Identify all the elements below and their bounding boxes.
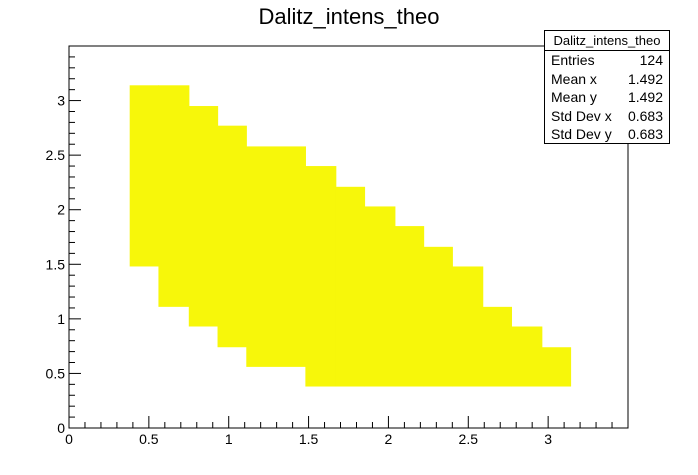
histogram-bin (129, 85, 160, 267)
x-tick-label: 2 (385, 431, 393, 447)
plot-frame (68, 45, 629, 429)
histogram-bin (511, 326, 543, 387)
stats-row-mean-y: Mean y 1.492 (545, 88, 669, 107)
y-tick-label: 1.5 (46, 256, 66, 272)
stats-row-mean-x: Mean x 1.492 (545, 70, 669, 89)
stats-value: 124 (639, 52, 663, 68)
y-tick-label: 3 (57, 93, 65, 109)
stats-value: 1.492 (627, 70, 663, 87)
histogram-bin (482, 306, 513, 387)
y-tick-label: 2.5 (46, 147, 66, 163)
x-axis: 0 0.5 1 1.5 2 2.5 3 (65, 416, 613, 447)
plot-border (68, 45, 629, 429)
stats-row-stddev-x: Std Dev x 0.683 (545, 107, 669, 126)
stats-value: 0.683 (627, 126, 663, 143)
y-tick-label: 1 (57, 311, 65, 327)
stats-value: 0.683 (627, 107, 663, 124)
stats-row-entries: Entries 124 (545, 51, 669, 70)
stats-row-stddev-y: Std Dev y 0.683 (545, 125, 669, 144)
chart-title: Dalitz_intens_theo (258, 4, 440, 29)
stats-label: Mean y (551, 89, 597, 106)
stats-title: Dalitz_intens_theo (545, 31, 669, 51)
y-tick-label: 2 (57, 202, 65, 218)
histogram-bin (364, 206, 396, 387)
histogram-bin (188, 106, 219, 327)
histogram-bin (423, 246, 453, 387)
histogram-bin (335, 186, 366, 387)
x-tick-label: 0 (65, 431, 73, 447)
y-axis: 0 0.5 1 1.5 2 2.5 3 (46, 56, 81, 436)
histogram-bin (305, 166, 337, 387)
histogram-bins (129, 85, 572, 387)
histogram-bin (394, 226, 425, 387)
histogram-bin (541, 347, 572, 387)
stats-label: Std Dev y (551, 126, 612, 143)
stats-label: Mean x (551, 70, 597, 87)
stats-label: Entries (551, 52, 595, 68)
histogram-bin (217, 125, 247, 348)
stats-label: Std Dev x (551, 107, 612, 124)
x-tick-label: 0.5 (139, 431, 159, 447)
x-tick-label: 1.5 (299, 431, 319, 447)
x-tick-label: 1 (225, 431, 233, 447)
x-tick-label: 2.5 (459, 431, 479, 447)
y-tick-label: 0.5 (46, 365, 66, 381)
histogram-bin (246, 146, 306, 367)
x-tick-label: 3 (544, 431, 552, 447)
stats-value: 1.492 (627, 89, 663, 106)
y-tick-label: 0 (57, 420, 65, 436)
histogram-bin (158, 85, 190, 307)
stats-box: Dalitz_intens_theo Entries 124 Mean x 1.… (544, 30, 670, 144)
histogram-bin (452, 266, 484, 387)
